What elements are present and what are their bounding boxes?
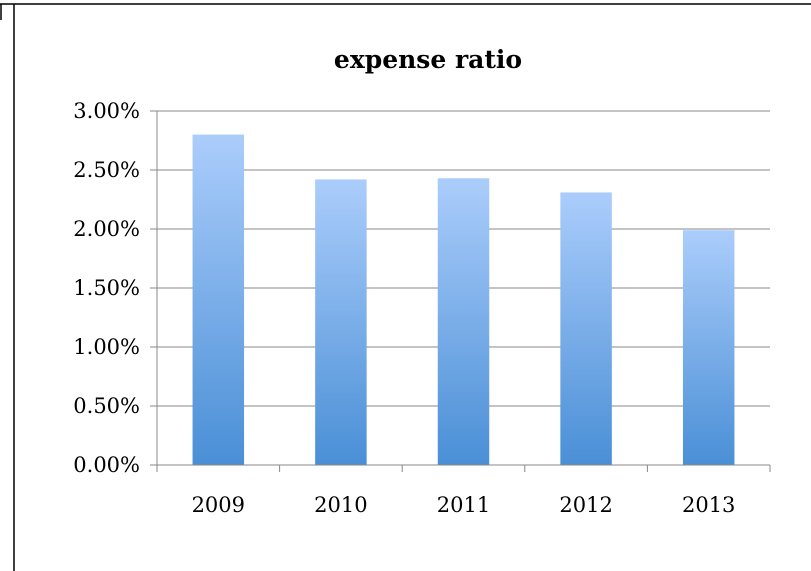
x-tick-labels: 2009 2010 2011 2012 2013 (192, 493, 736, 517)
bar-2013 (682, 230, 735, 465)
bar-2009 (192, 134, 245, 465)
y-tick-label: 1.50% (73, 276, 140, 300)
x-tick-label: 2012 (559, 493, 612, 517)
y-tick-labels: 0.00% 0.50% 1.00% 1.50% 2.00% 2.50% 3.00% (73, 99, 140, 477)
chart-title: expense ratio (334, 45, 522, 74)
y-tick-label: 0.00% (73, 453, 140, 477)
bar-2010 (315, 179, 367, 465)
y-tick-label: 2.50% (73, 158, 140, 182)
x-tick-label: 2011 (437, 493, 490, 517)
x-tick-label: 2013 (682, 493, 735, 517)
y-tick-label: 0.50% (73, 394, 140, 418)
axes (150, 110, 771, 472)
y-tick-label: 1.00% (73, 335, 140, 359)
bars (192, 134, 735, 466)
bar-2011 (437, 178, 490, 465)
y-tick-label: 2.00% (73, 217, 140, 241)
y-tick-label: 3.00% (73, 99, 140, 123)
x-tick-label: 2010 (314, 493, 367, 517)
bar-2012 (560, 192, 612, 466)
x-tick-label: 2009 (192, 493, 245, 517)
